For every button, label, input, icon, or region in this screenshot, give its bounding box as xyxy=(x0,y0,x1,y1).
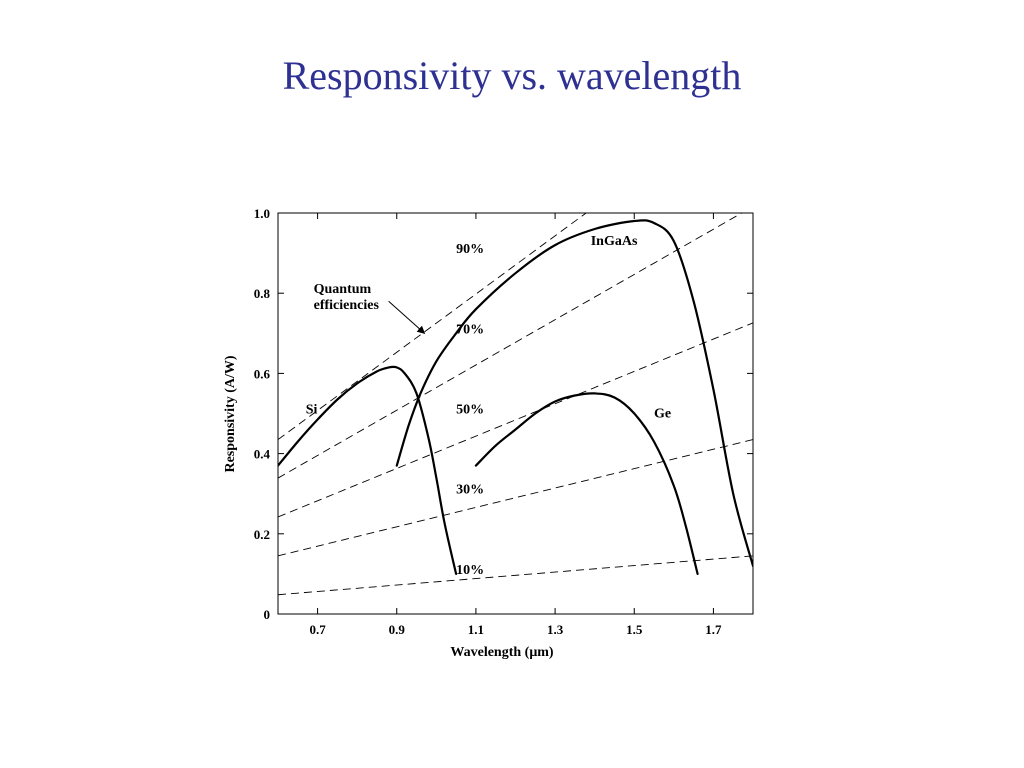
y-tick-label: 0.2 xyxy=(254,527,270,542)
efficiency-line-30pct xyxy=(278,439,753,557)
x-tick-label: 1.5 xyxy=(626,622,643,637)
efficiency-line-50pct xyxy=(278,322,753,518)
annotation-ge: Ge xyxy=(654,407,671,422)
annotation-70pct: 70% xyxy=(456,322,484,337)
efficiency-line-10pct xyxy=(278,555,753,596)
series-line-si xyxy=(278,365,458,575)
y-axis-title: Responsivity (A/W) xyxy=(223,355,238,472)
y-tick-label: 0.4 xyxy=(254,447,271,462)
annotation-90pct: 90% xyxy=(456,242,484,257)
series-line-ingaas xyxy=(395,219,753,567)
x-tick-label: 1.3 xyxy=(547,622,564,637)
callout-arrow xyxy=(388,300,426,334)
plot-frame xyxy=(277,212,754,615)
x-tick-label: 1.1 xyxy=(468,622,484,637)
x-tick-label: 0.9 xyxy=(389,622,406,637)
annotation-30pct: 30% xyxy=(456,483,484,498)
callout-text: Quantum xyxy=(314,282,372,297)
efficiency-line-70pct xyxy=(278,213,743,479)
x-axis-title: Wavelength (μm) xyxy=(450,645,554,660)
slide-title: Responsivity vs. wavelength xyxy=(282,53,742,98)
callout-text: efficiencies xyxy=(314,298,380,313)
y-tick-label: 0.6 xyxy=(254,366,271,381)
efficiency-line-90pct xyxy=(278,213,587,440)
annotation-50pct: 50% xyxy=(456,403,484,418)
annotation-si: Si xyxy=(306,403,318,418)
x-tick-label: 1.7 xyxy=(705,622,722,637)
x-tick-label: 0.7 xyxy=(309,622,326,637)
y-tick-label: 1.0 xyxy=(254,206,270,221)
series-line-ge xyxy=(474,392,699,575)
y-tick-label: 0.8 xyxy=(254,286,271,301)
annotation-ingaas: InGaAs xyxy=(591,234,638,249)
annotation-10pct: 10% xyxy=(456,563,484,578)
y-tick-label: 0 xyxy=(264,607,271,622)
